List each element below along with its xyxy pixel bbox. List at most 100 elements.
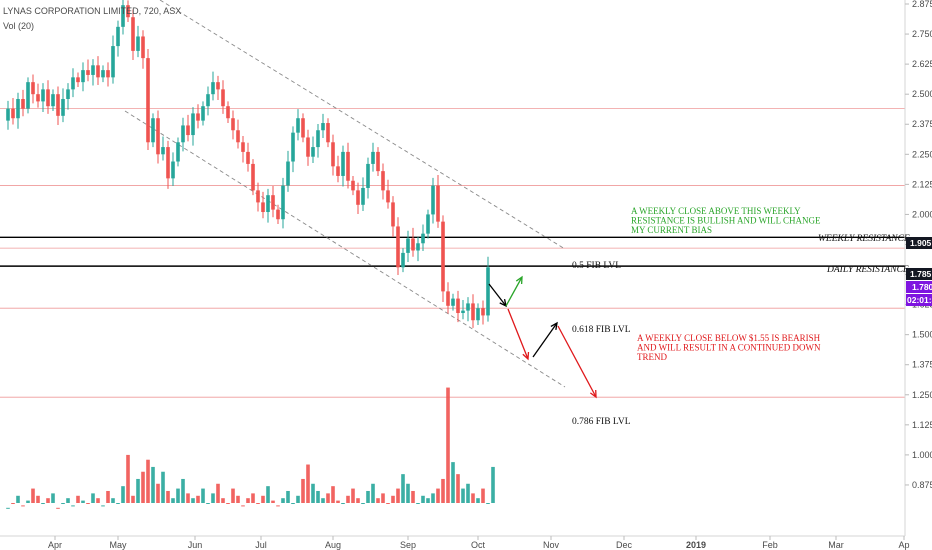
volume-bar	[316, 490, 320, 503]
note-line: MY CURRENT BIAS	[631, 225, 712, 235]
candle-body	[96, 65, 100, 78]
candle-body	[141, 36, 145, 59]
candle-body	[441, 221, 445, 292]
volume-bar	[121, 486, 125, 503]
volume-bar	[326, 493, 330, 503]
volume-bar	[471, 493, 475, 503]
volume-bar	[161, 471, 165, 503]
candle-body	[201, 106, 205, 121]
candle-body	[11, 108, 15, 119]
volume-bar	[336, 500, 340, 503]
volume-bar	[106, 490, 110, 503]
candle-body	[336, 166, 340, 176]
price-tick-label: 1.500	[912, 330, 932, 340]
volume-bar	[381, 493, 385, 503]
volume-bar	[346, 495, 350, 503]
candle-body	[346, 151, 350, 181]
volume-bar	[266, 486, 270, 503]
volume-bar	[41, 503, 45, 504]
candle-body	[81, 70, 85, 83]
volume-bar	[251, 493, 255, 503]
volume-bar	[386, 503, 390, 504]
arrow-up-green	[505, 275, 523, 307]
candle-body	[56, 94, 60, 116]
time-tick-label: Jul	[255, 540, 267, 550]
arrow-up-green-line	[505, 276, 523, 307]
candle-body	[216, 82, 220, 90]
volume-bar	[216, 483, 220, 503]
price-tick-label: 2.875	[912, 0, 932, 9]
candle-body	[161, 147, 165, 155]
fib-0618-label: 0.618 FIB LVL	[572, 325, 631, 335]
time-tick-label: Jun	[188, 540, 203, 550]
volume-bar	[321, 498, 325, 503]
candle-body	[181, 125, 185, 143]
candle-body	[291, 132, 295, 162]
arrow-down-red-1-head	[522, 351, 530, 361]
candle-body	[126, 5, 130, 18]
volume-bar	[86, 503, 90, 504]
candle-body	[156, 118, 160, 155]
volume-bar	[176, 488, 180, 503]
volume-bar	[446, 387, 450, 503]
price-tick-label: 2.750	[912, 29, 932, 39]
candle-body	[421, 233, 425, 244]
volume-bar	[466, 483, 470, 503]
volume-bar	[406, 483, 410, 503]
volume-bar	[231, 488, 235, 503]
volume-bar	[246, 498, 250, 503]
volume-bar	[51, 493, 55, 503]
volume-bar	[331, 486, 335, 503]
volume-bar	[296, 495, 300, 503]
volume-bar	[291, 503, 295, 504]
volume-bar	[491, 466, 495, 503]
volume-bar	[61, 503, 65, 504]
volume-bars	[6, 387, 495, 509]
projection-arrows	[488, 275, 597, 399]
candle-body	[46, 89, 50, 107]
descending-channel	[124, 0, 566, 388]
candle-body	[281, 185, 285, 220]
time-axis[interactable]: Apr May Jun Jul Aug Sep Oct Nov Dec 2019 Feb Mar Ap	[48, 536, 910, 550]
volume-bar	[281, 498, 285, 503]
candle-body	[286, 161, 290, 186]
volume-bar	[301, 478, 305, 503]
candle-body	[386, 190, 390, 203]
volume-bar	[196, 495, 200, 503]
volume-bar	[431, 493, 435, 503]
volume-bar	[91, 493, 95, 503]
volume-bar	[206, 503, 210, 504]
volume-bar	[356, 498, 360, 503]
time-tick-label: Sep	[400, 540, 416, 550]
arrow-up-green-head	[515, 275, 523, 285]
volume-bar	[481, 488, 485, 503]
volume-bar	[276, 505, 280, 507]
volume-bar	[396, 488, 400, 503]
candle-body	[16, 98, 20, 119]
candle-body	[221, 89, 225, 107]
price-tick-label: 2.000	[912, 209, 932, 219]
arrow-up-black-head	[550, 321, 558, 331]
volume-bar	[486, 503, 490, 504]
candle-body	[116, 26, 120, 47]
volume-bar	[36, 495, 40, 503]
time-tick-label: Aug	[325, 540, 341, 550]
candle-body	[391, 202, 395, 227]
price-tick-label: 2.500	[912, 89, 932, 99]
candle-body	[61, 98, 65, 116]
svg-text:1.785: 1.785	[910, 269, 932, 279]
note-line: A WEEKLY CLOSE ABOVE THIS WEEKLY	[631, 206, 801, 216]
volume-bar	[171, 498, 175, 503]
volume-indicator-label[interactable]: Vol (20)	[3, 21, 34, 31]
candle-body	[151, 118, 155, 143]
candle-body	[271, 195, 275, 210]
candle-body	[331, 142, 335, 167]
candle-body	[451, 298, 455, 306]
volume-bar	[241, 505, 245, 507]
time-tick-label: Mar	[828, 540, 844, 550]
volume-bar	[221, 498, 225, 503]
candle-body	[326, 123, 330, 143]
volume-bar	[226, 503, 230, 504]
candle-body	[446, 291, 450, 306]
